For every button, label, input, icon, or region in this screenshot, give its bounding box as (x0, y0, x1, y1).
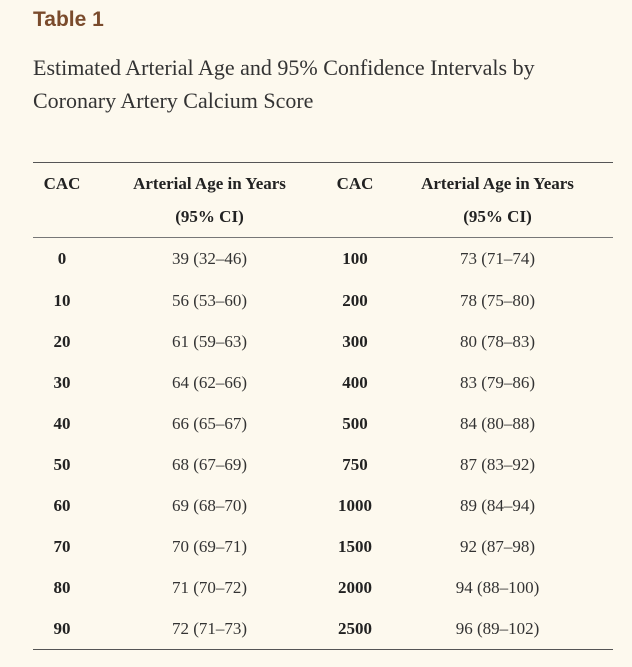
arterial-age-right: 83 (79–86) (459, 372, 536, 392)
arterial-age-left: 72 (71–73) (171, 618, 248, 638)
cac-score-right: 1000 (338, 495, 372, 515)
arterial-age-left: 68 (67–69) (171, 454, 248, 474)
cac-score-left: 50 (53, 454, 71, 474)
table-row: 10 56 (53–60) 200 78 (75–80) (33, 280, 613, 321)
arterial-age-left: 71 (70–72) (171, 577, 248, 597)
cac-score-right: 300 (342, 331, 368, 351)
arterial-age-left: 56 (53–60) (171, 290, 248, 310)
arterial-age-right: 89 (84–94) (459, 495, 536, 515)
cac-score-left: 0 (57, 248, 67, 268)
arterial-age-left: 70 (69–71) (171, 536, 248, 556)
table-header-rule (33, 237, 613, 238)
arterial-age-right: 87 (83–92) (459, 454, 536, 474)
arterial-age-left: 69 (68–70) (171, 495, 248, 515)
header-arterial-age-right: Arterial Age in Years (95% CI) (382, 163, 613, 237)
cac-score-right: 100 (342, 248, 368, 268)
cac-score-right: 1500 (338, 536, 372, 556)
arterial-age-left: 66 (65–67) (171, 413, 248, 433)
arterial-age-left: 64 (62–66) (171, 372, 248, 392)
cac-score-left: 40 (53, 413, 71, 433)
arterial-age-right: 94 (88–100) (455, 577, 540, 597)
header-arterial-age-left: Arterial Age in Years (95% CI) (91, 163, 328, 237)
arterial-age-right: 84 (80–88) (459, 413, 536, 433)
arterial-age-right: 80 (78–83) (459, 331, 536, 351)
cac-score-right: 500 (342, 413, 368, 433)
cac-score-right: 200 (342, 290, 368, 310)
cac-score-left: 90 (53, 618, 71, 638)
arterial-age-right: 78 (75–80) (459, 290, 536, 310)
table-row: 70 70 (69–71) 1500 92 (87–98) (33, 526, 613, 567)
arterial-age-right: 73 (71–74) (459, 248, 536, 268)
header-cac-right: CAC (336, 174, 374, 193)
arterial-age-left: 61 (59–63) (171, 331, 248, 351)
table-top-rule (33, 162, 613, 163)
table-bottom-rule (33, 649, 613, 650)
cac-score-right: 2000 (338, 577, 372, 597)
cac-score-left: 30 (53, 372, 71, 392)
header-arterial-age-right-line2: (95% CI) (463, 207, 532, 226)
cac-score-left: 20 (53, 331, 71, 351)
table-row: 30 64 (62–66) 400 83 (79–86) (33, 362, 613, 403)
cac-score-left: 70 (53, 536, 71, 556)
header-arterial-age-right-line1: Arterial Age in Years (421, 174, 574, 193)
cac-score-right: 2500 (338, 618, 372, 638)
header-row: CAC Arterial Age in Years (95% CI) CAC A… (33, 163, 613, 237)
table-row: 80 71 (70–72) 2000 94 (88–100) (33, 567, 613, 608)
table-label: Table 1 (33, 8, 104, 31)
arterial-age-left: 39 (32–46) (171, 248, 248, 268)
arterial-age-right: 96 (89–102) (455, 618, 540, 638)
table-row: 60 69 (68–70) 1000 89 (84–94) (33, 485, 613, 526)
cac-score-left: 60 (53, 495, 71, 515)
cac-score-left: 10 (53, 290, 71, 310)
table-row: 90 72 (71–73) 2500 96 (89–102) (33, 608, 613, 649)
table-caption: Estimated Arterial Age and 95% Confidenc… (33, 55, 535, 113)
table-row: 20 61 (59–63) 300 80 (78–83) (33, 321, 613, 362)
header-arterial-age-left-line2: (95% CI) (175, 207, 244, 226)
cac-score-right: 750 (342, 454, 368, 474)
table-row: 40 66 (65–67) 500 84 (80–88) (33, 403, 613, 444)
header-arterial-age-left-line1: Arterial Age in Years (133, 174, 286, 193)
table-row: 50 68 (67–69) 750 87 (83–92) (33, 444, 613, 485)
data-table: CAC Arterial Age in Years (95% CI) CAC A… (33, 163, 613, 649)
cac-score-left: 80 (53, 577, 71, 597)
arterial-age-right: 92 (87–98) (459, 536, 536, 556)
cac-score-right: 400 (342, 372, 368, 392)
header-cac-left: CAC (43, 174, 81, 193)
table-row: 0 39 (32–46) 100 73 (71–74) (33, 237, 613, 280)
